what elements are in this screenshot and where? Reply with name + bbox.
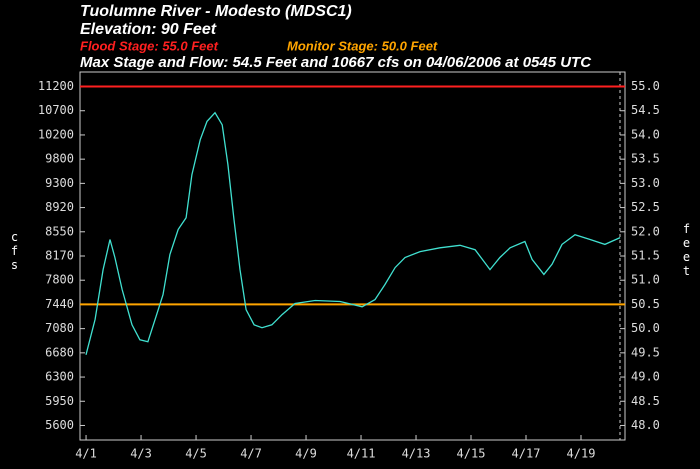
y2-tick-label: 51.5 — [631, 249, 660, 263]
y2-tick-label: 54.5 — [631, 103, 660, 117]
y2-tick-label: 50.5 — [631, 297, 660, 311]
x-tick-label: 4/17 — [512, 447, 541, 461]
y-tick-label: 8170 — [45, 249, 74, 263]
x-tick-label: 4/7 — [240, 447, 262, 461]
y2-tick-label: 53.0 — [631, 176, 660, 190]
y-tick-label: 5950 — [45, 394, 74, 408]
subtitle: Elevation: 90 Feet — [80, 21, 217, 38]
max-text: Max Stage and Flow: 54.5 Feet and 10667 … — [80, 54, 592, 71]
chart-title: Tuolumne River - Modesto (MDSC1) — [80, 3, 352, 20]
flood-text: Flood Stage: 55.0 Feet — [80, 38, 219, 53]
y-tick-label: 11200 — [38, 79, 74, 93]
stage-line-series — [85, 111, 621, 355]
y2-tick-label: 49.5 — [631, 345, 660, 359]
y2-tick-label: 55.0 — [631, 79, 660, 93]
y2-tick-label: 53.5 — [631, 152, 660, 166]
y-tick-label: 7440 — [45, 297, 74, 311]
x-tick-label: 4/1 — [75, 447, 97, 461]
y-tick-label: 8550 — [45, 224, 74, 238]
y2-tick-label: 52.0 — [631, 224, 660, 238]
y-tick-label: 5600 — [45, 418, 74, 432]
y-tick-label: 7800 — [45, 273, 74, 287]
y-tick-label: 7080 — [45, 321, 74, 335]
y2-tick-label: 48.0 — [631, 418, 660, 432]
x-tick-label: 4/5 — [185, 447, 207, 461]
y-tick-label: 10700 — [38, 103, 74, 117]
y-tick-label: 6300 — [45, 370, 74, 384]
y2-axis-label: feet — [680, 222, 694, 278]
y-tick-label: 8920 — [45, 200, 74, 214]
x-tick-label: 4/13 — [402, 447, 431, 461]
y2-tick-label: 51.0 — [631, 273, 660, 287]
y2-tick-label: 49.0 — [631, 370, 660, 384]
x-tick-label: 4/3 — [130, 447, 152, 461]
y-tick-label: 6680 — [45, 345, 74, 359]
y-tick-label: 9300 — [45, 176, 74, 190]
monitor-text: Monitor Stage: 50.0 Feet — [287, 38, 438, 53]
x-tick-label: 4/11 — [347, 447, 376, 461]
y-tick-label: 9800 — [45, 152, 74, 166]
y-axis-label: cfs — [8, 230, 22, 272]
y2-tick-label: 48.5 — [631, 394, 660, 408]
x-tick-label: 4/9 — [295, 447, 317, 461]
y2-tick-label: 54.0 — [631, 127, 660, 141]
y-tick-label: 10200 — [38, 127, 74, 141]
plot-frame — [79, 71, 626, 441]
x-tick-label: 4/15 — [457, 447, 486, 461]
x-tick-label: 4/19 — [567, 447, 596, 461]
y2-tick-label: 50.0 — [631, 321, 660, 335]
y2-tick-label: 52.5 — [631, 200, 660, 214]
